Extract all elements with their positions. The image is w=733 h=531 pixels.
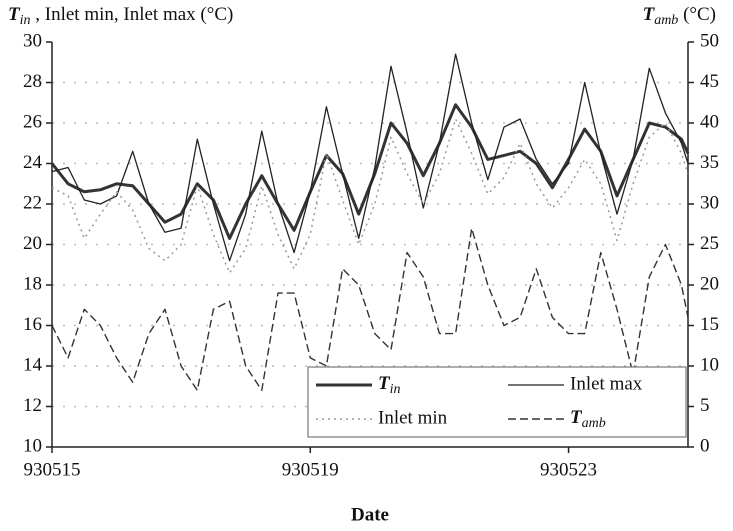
series-line (50, 103, 690, 240)
y-tick-label: 10 (23, 435, 42, 456)
series-line (51, 227, 689, 391)
series-line (51, 53, 689, 262)
legend-box (307, 366, 687, 438)
y-tick-label: 30 (23, 30, 42, 51)
x-tick-label: 930523 (540, 459, 597, 480)
legend-label: Inlet min (378, 407, 448, 428)
x-tick-label: 930515 (24, 459, 81, 480)
y-axis-label: Tin , Inlet min, Inlet max (°C) (8, 4, 233, 28)
y-tick-label: 24 (23, 152, 43, 173)
y2-tick-label: 10 (700, 354, 719, 375)
y-tick-label: 20 (23, 233, 42, 254)
y2-tick-label: 45 (700, 71, 719, 92)
legend-label: Tin (378, 373, 401, 397)
y-tick-label: 28 (23, 71, 42, 92)
y2-tick-label: 40 (700, 111, 719, 132)
y-tick-label: 14 (23, 354, 43, 375)
y2-tick-label: 35 (700, 152, 719, 173)
y2-tick-label: 50 (700, 30, 719, 51)
y2-tick-label: 5 (700, 395, 710, 416)
y2-tick-label: 25 (700, 233, 719, 254)
y-tick-label: 18 (23, 273, 42, 294)
x-tick-label: 930519 (282, 459, 339, 480)
y2-tick-label: 15 (700, 314, 719, 335)
y2-tick-label: 20 (700, 273, 719, 294)
y2-axis-label: Tamb (°C) (643, 4, 716, 28)
series-line (51, 118, 689, 274)
y2-tick-label: 30 (700, 192, 719, 213)
y-tick-label: 16 (23, 314, 42, 335)
legend-label: Tamb (570, 407, 606, 431)
y-tick-label: 22 (23, 192, 42, 213)
y2-tick-label: 0 (700, 435, 710, 456)
y-tick-label: 12 (23, 395, 42, 416)
legend-label: Inlet max (570, 373, 643, 394)
y-tick-label: 26 (23, 111, 42, 132)
x-axis-label: Date (351, 504, 389, 525)
